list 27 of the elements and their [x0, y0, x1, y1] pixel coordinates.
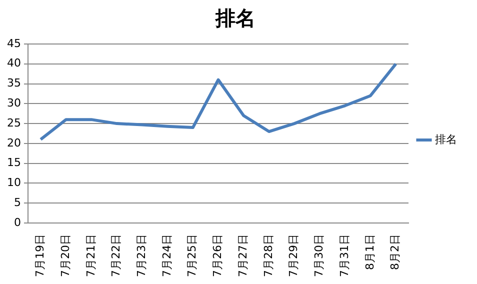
y-tick-label: 40 — [6, 56, 21, 70]
x-tick-label: 7月29日 — [287, 234, 300, 278]
y-tick-label: 35 — [6, 76, 21, 90]
x-tick-label: 7月19日 — [34, 234, 47, 278]
x-tick-label: 7月20日 — [58, 234, 72, 278]
x-tick-label: 7月25日 — [186, 234, 199, 278]
x-tick-label: 7月23日 — [135, 234, 148, 278]
legend-label: 排名 — [435, 132, 457, 146]
x-tick-label: 7月31日 — [338, 234, 351, 278]
x-tick-label: 7月30日 — [312, 234, 326, 278]
y-tick-label: 45 — [6, 36, 21, 50]
x-tick-label: 7月26日 — [211, 234, 224, 278]
y-tick-label: 0 — [14, 216, 21, 229]
y-tick-label: 20 — [6, 136, 21, 150]
y-tick-label: 25 — [6, 116, 21, 130]
y-tick-label: 5 — [14, 196, 21, 209]
y-tick-label: 10 — [6, 176, 21, 190]
x-tick-label: 7月21日 — [84, 234, 98, 278]
x-tick-label: 7月28日 — [262, 234, 275, 278]
x-tick-label: 7月27日 — [236, 234, 250, 278]
x-tick-label: 7月22日 — [110, 234, 123, 278]
x-tick-label: 7月24日 — [160, 234, 174, 278]
y-tick-label: 15 — [6, 156, 21, 170]
x-tick-label: 8月1日 — [363, 234, 376, 270]
x-tick-label: 8月2日 — [388, 234, 402, 270]
y-tick-label: 30 — [6, 96, 21, 110]
chart-title: 排名 — [214, 6, 256, 30]
